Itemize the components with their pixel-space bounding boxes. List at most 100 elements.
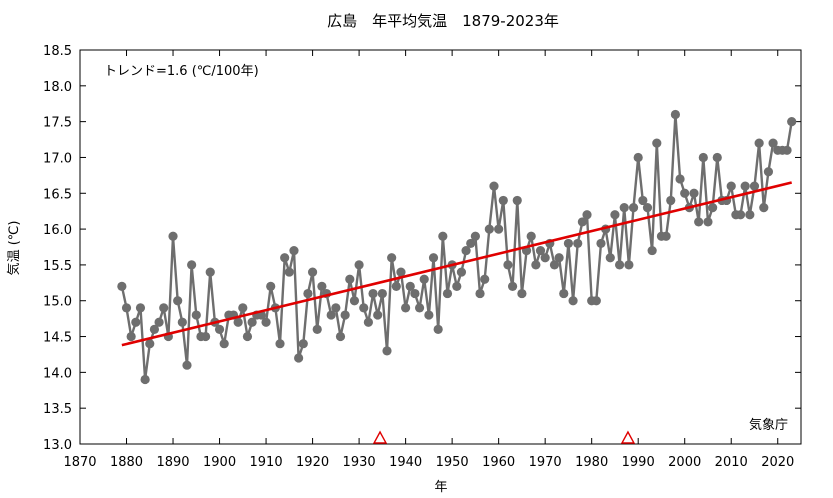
data-point [401, 303, 411, 313]
data-point [363, 317, 373, 327]
x-axis: 1870 1880 1890 1900 1910 1920 1930 1940 1950 1960… [63, 50, 794, 470]
data-point [549, 260, 560, 270]
data-point [498, 195, 508, 206]
data-point [335, 331, 346, 342]
data-point [349, 296, 360, 306]
data-point [340, 310, 350, 320]
data-point [433, 324, 443, 334]
x-tick-label: 1970 [529, 455, 562, 470]
x-tick-label: 1920 [296, 455, 329, 470]
y-tick-label: 16.5 [43, 187, 72, 202]
data-point [266, 281, 276, 291]
data-series [117, 109, 797, 385]
data-point [624, 260, 634, 270]
data-point [317, 281, 327, 291]
y-tick-label: 15.5 [43, 259, 72, 274]
data-point [219, 339, 229, 349]
x-tick-label: 1960 [482, 455, 515, 470]
data-point [442, 288, 453, 299]
y-tick-label: 18.5 [43, 44, 72, 59]
data-point [368, 288, 378, 299]
data-point [438, 231, 448, 241]
event-markers [372, 430, 636, 444]
data-point [284, 267, 294, 277]
data-point [298, 339, 308, 349]
data-point [424, 310, 434, 320]
data-point [754, 138, 764, 148]
y-tick-label: 13.0 [43, 438, 72, 453]
data-point [535, 245, 546, 256]
data-point [456, 267, 467, 277]
data-point [214, 324, 225, 334]
data-point [294, 353, 304, 363]
data-point [419, 274, 429, 284]
y-tick-label: 15.0 [43, 295, 72, 310]
data-point [559, 288, 569, 299]
data-point [666, 195, 676, 206]
data-point [200, 331, 211, 342]
data-point [526, 231, 536, 241]
data-point [396, 267, 406, 277]
y-tick-label: 18.0 [43, 80, 72, 95]
data-point [131, 317, 141, 327]
data-point [387, 253, 397, 263]
x-tick-label: 1930 [343, 455, 376, 470]
y-axis-label: 気温 (℃) [6, 221, 22, 276]
data-point [563, 238, 574, 249]
data-point [573, 238, 583, 249]
data-point [503, 260, 513, 270]
data-point [191, 310, 201, 320]
data-point [517, 288, 527, 299]
data-point [735, 210, 746, 220]
data-point [531, 260, 541, 270]
data-point [605, 253, 615, 263]
data-point [126, 331, 136, 342]
y-tick-label: 17.0 [43, 151, 72, 166]
data-point [359, 303, 369, 313]
data-point [689, 188, 699, 198]
data-point [410, 288, 420, 299]
y-tick-label: 17.5 [43, 116, 72, 131]
data-point [628, 203, 639, 213]
data-point [182, 360, 192, 370]
x-tick-label: 1890 [156, 455, 189, 470]
data-point [242, 331, 253, 342]
data-point [373, 310, 383, 320]
data-point [489, 181, 499, 191]
data-point [554, 253, 564, 263]
data-point [168, 231, 178, 241]
data-point [173, 296, 183, 306]
data-point [759, 203, 769, 213]
data-point [484, 224, 494, 234]
x-tick-label: 1910 [250, 455, 283, 470]
data-point [670, 109, 681, 120]
data-point [159, 303, 169, 313]
x-tick-label: 1900 [203, 455, 236, 470]
y-tick-label: 16.0 [43, 223, 72, 238]
data-point [507, 281, 518, 291]
data-point [414, 303, 425, 313]
x-tick-label: 2000 [668, 455, 701, 470]
data-point [568, 296, 578, 306]
data-point [428, 253, 439, 263]
data-point [145, 339, 155, 349]
data-point [149, 324, 160, 334]
x-tick-label: 1950 [436, 455, 469, 470]
y-axis: 13.0 13.5 14.0 14.5 15.0 15.5 16.0 16.5 17.0 17.5… [43, 44, 801, 453]
data-point [275, 339, 285, 349]
data-point [694, 217, 704, 227]
x-tick-label: 1990 [622, 455, 655, 470]
trend-annotation: トレンド=1.6 (℃/100年) [104, 64, 259, 79]
data-point [121, 303, 132, 313]
data-point [117, 281, 127, 291]
data-point [452, 281, 462, 291]
data-point [154, 317, 164, 327]
y-tick-label: 14.0 [43, 366, 72, 381]
x-tick-label: 1980 [575, 455, 608, 470]
x-tick-label: 2010 [715, 455, 748, 470]
data-point [391, 281, 401, 291]
data-point [540, 253, 550, 263]
data-point [331, 303, 341, 313]
data-point [187, 260, 197, 270]
